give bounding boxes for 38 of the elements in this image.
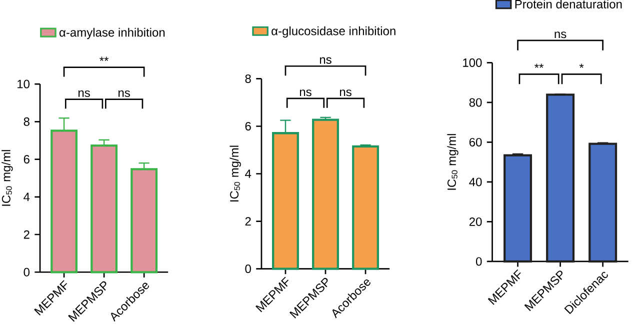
y-axis-title: IC$_{50}$ mg/ml	[2, 150, 13, 206]
y-tick-label: 20	[469, 218, 482, 226]
annotation: ns	[300, 90, 312, 96]
annotation: ns	[340, 90, 352, 96]
y-tick-label: 0	[245, 264, 251, 274]
y-tick-label: 0	[24, 268, 30, 276]
bar	[312, 118, 339, 270]
legend-label: α-amylase inhibition	[60, 28, 165, 40]
y-tick-label: 8	[245, 74, 251, 84]
y-tick-label: 100	[463, 58, 482, 68]
y-tick-label: 60	[469, 138, 482, 147]
bar	[352, 145, 380, 270]
y-tick-label: 80	[469, 98, 482, 107]
y-axis-title: IC$_{50}$ mg/ml	[447, 134, 458, 190]
text: **	[100, 56, 109, 62]
y-tick-label: 4	[245, 170, 252, 178]
annotation: *	[579, 64, 584, 68]
legend-label: α-glucosidase inhibition	[272, 26, 396, 38]
bar	[588, 142, 618, 263]
y-tick-label: 2	[24, 230, 30, 239]
bar	[90, 144, 118, 274]
y-tick-label: 0	[476, 257, 482, 266]
y-tick-label: 4	[24, 192, 30, 202]
y-tick-label: 6	[245, 122, 251, 131]
annotation: **	[534, 64, 544, 68]
bar	[546, 94, 575, 263]
y-tick-label: 2	[245, 217, 251, 226]
annotation: ns	[78, 90, 90, 98]
y-tick-label: 10	[18, 80, 30, 88]
y-axis-title: IC$_{50}$ mg/ml	[230, 146, 241, 202]
bar	[504, 154, 532, 263]
text: ns	[320, 57, 332, 64]
legend-label: Protein denaturation	[515, 0, 622, 9]
text: ns	[554, 32, 566, 38]
y-tick-label: 8	[24, 117, 30, 126]
annotation: ns	[118, 90, 130, 98]
y-tick-label: 6	[24, 155, 30, 164]
y-tick-label: 40	[469, 178, 482, 186]
